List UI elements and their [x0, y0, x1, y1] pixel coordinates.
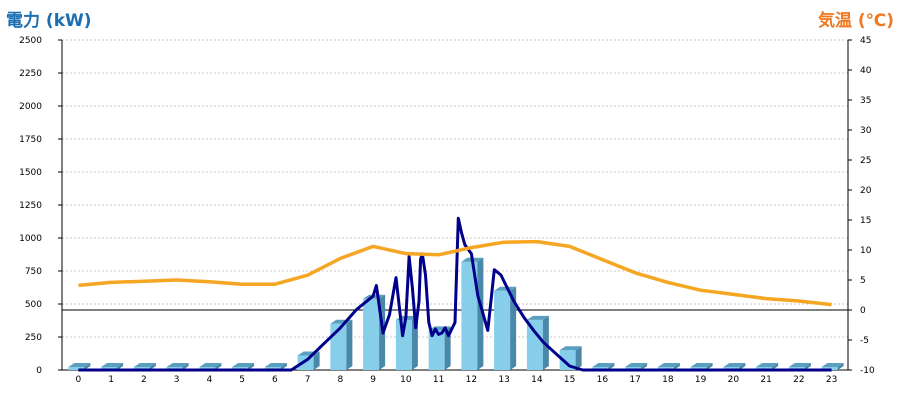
bar-side [182, 363, 189, 370]
bar-side [575, 346, 582, 370]
x-tick-label: 22 [793, 375, 804, 385]
left-tick-label: 2000 [19, 102, 42, 112]
bar-top [526, 315, 549, 320]
x-tick-label: 20 [728, 375, 740, 385]
x-tick-label: 17 [629, 375, 640, 385]
x-tick-label: 6 [272, 375, 278, 385]
left-axis-title: 電力 (kW) [6, 11, 92, 31]
bar-top [166, 363, 189, 367]
bar-top [625, 363, 648, 367]
bar-side [608, 363, 615, 370]
x-tick-label: 2 [141, 375, 147, 385]
bar-side [837, 363, 844, 370]
bar-side [477, 257, 484, 370]
x-tick-label: 3 [174, 375, 180, 385]
bar-front [68, 367, 85, 370]
bar-top [264, 363, 287, 367]
bar-front [395, 319, 412, 370]
right-tick-label: 5 [860, 276, 866, 286]
right-tick-label: -10 [860, 366, 875, 376]
bar-side [444, 326, 451, 370]
bar-side [673, 363, 680, 370]
bar-top [756, 363, 779, 367]
bar-top [821, 363, 844, 367]
right-tick-label: -5 [860, 336, 869, 346]
right-tick-label: 25 [860, 156, 871, 166]
bar-top [232, 363, 255, 367]
temperature-line [78, 239, 832, 307]
left-tick-label: 500 [25, 300, 42, 310]
bar-side [117, 363, 124, 370]
bar-top [690, 363, 713, 367]
right-tick-label: 35 [860, 96, 871, 106]
right-axis-title: 気温 (℃) [817, 11, 894, 31]
left-tick-label: 1500 [19, 168, 42, 178]
bar-side [84, 363, 91, 370]
x-tick-label: 23 [826, 375, 837, 385]
bar-side [510, 286, 517, 370]
bar-front [494, 290, 511, 370]
bar-side [280, 363, 287, 370]
bar-top [788, 363, 811, 367]
right-tick-label: 20 [860, 186, 872, 196]
bar-top [199, 363, 222, 367]
bar-top [494, 286, 517, 291]
power-line [78, 216, 832, 372]
x-tick-label: 4 [207, 375, 213, 385]
x-tick-label: 1 [108, 375, 114, 385]
bar-side [411, 315, 418, 370]
bar-top [133, 363, 156, 367]
bar-front [363, 298, 380, 370]
right-tick-label: 10 [860, 246, 872, 256]
x-tick-label: 19 [695, 375, 707, 385]
x-tick-label: 10 [400, 375, 412, 385]
bar-front [428, 330, 445, 370]
x-tick-label: 11 [433, 375, 444, 385]
x-tick-label: 13 [498, 375, 509, 385]
bar-top [657, 363, 680, 367]
bar-top [101, 363, 124, 367]
left-tick-label: 250 [25, 333, 42, 343]
bar-side [215, 363, 222, 370]
left-tick-label: 750 [25, 267, 42, 277]
right-tick-label: 15 [860, 216, 871, 226]
bar-side [313, 351, 320, 370]
right-tick-label: 30 [860, 126, 872, 136]
bar-top [68, 363, 91, 367]
left-tick-label: 2250 [19, 69, 42, 79]
bar-side [641, 363, 648, 370]
x-tick-label: 9 [370, 375, 376, 385]
left-tick-label: 0 [36, 366, 42, 376]
bar-side [346, 319, 353, 370]
x-tick-label: 15 [564, 375, 575, 385]
bar-side [149, 363, 156, 370]
bar-front [461, 261, 478, 370]
left-tick-label: 1000 [19, 234, 42, 244]
bar-top [592, 363, 615, 367]
bar-side [248, 363, 255, 370]
x-tick-label: 18 [662, 375, 674, 385]
bar-side [706, 363, 713, 370]
x-tick-label: 7 [305, 375, 311, 385]
left-tick-label: 2500 [19, 36, 42, 46]
x-tick-label: 5 [239, 375, 245, 385]
bar-side [804, 363, 811, 370]
x-tick-label: 14 [531, 375, 543, 385]
bar-side [772, 363, 779, 370]
bar-front [526, 319, 543, 370]
bar-top [559, 346, 582, 351]
x-tick-label: 16 [597, 375, 609, 385]
right-tick-label: 45 [860, 36, 871, 46]
left-tick-label: 1250 [19, 201, 42, 211]
right-tick-label: 0 [860, 306, 866, 316]
right-tick-label: 40 [860, 66, 872, 76]
left-tick-label: 1750 [19, 135, 42, 145]
x-tick-label: 8 [338, 375, 344, 385]
bar-top [723, 363, 746, 367]
x-tick-label: 21 [760, 375, 771, 385]
x-tick-label: 0 [76, 375, 82, 385]
bar-side [739, 363, 746, 370]
x-tick-label: 12 [466, 375, 477, 385]
